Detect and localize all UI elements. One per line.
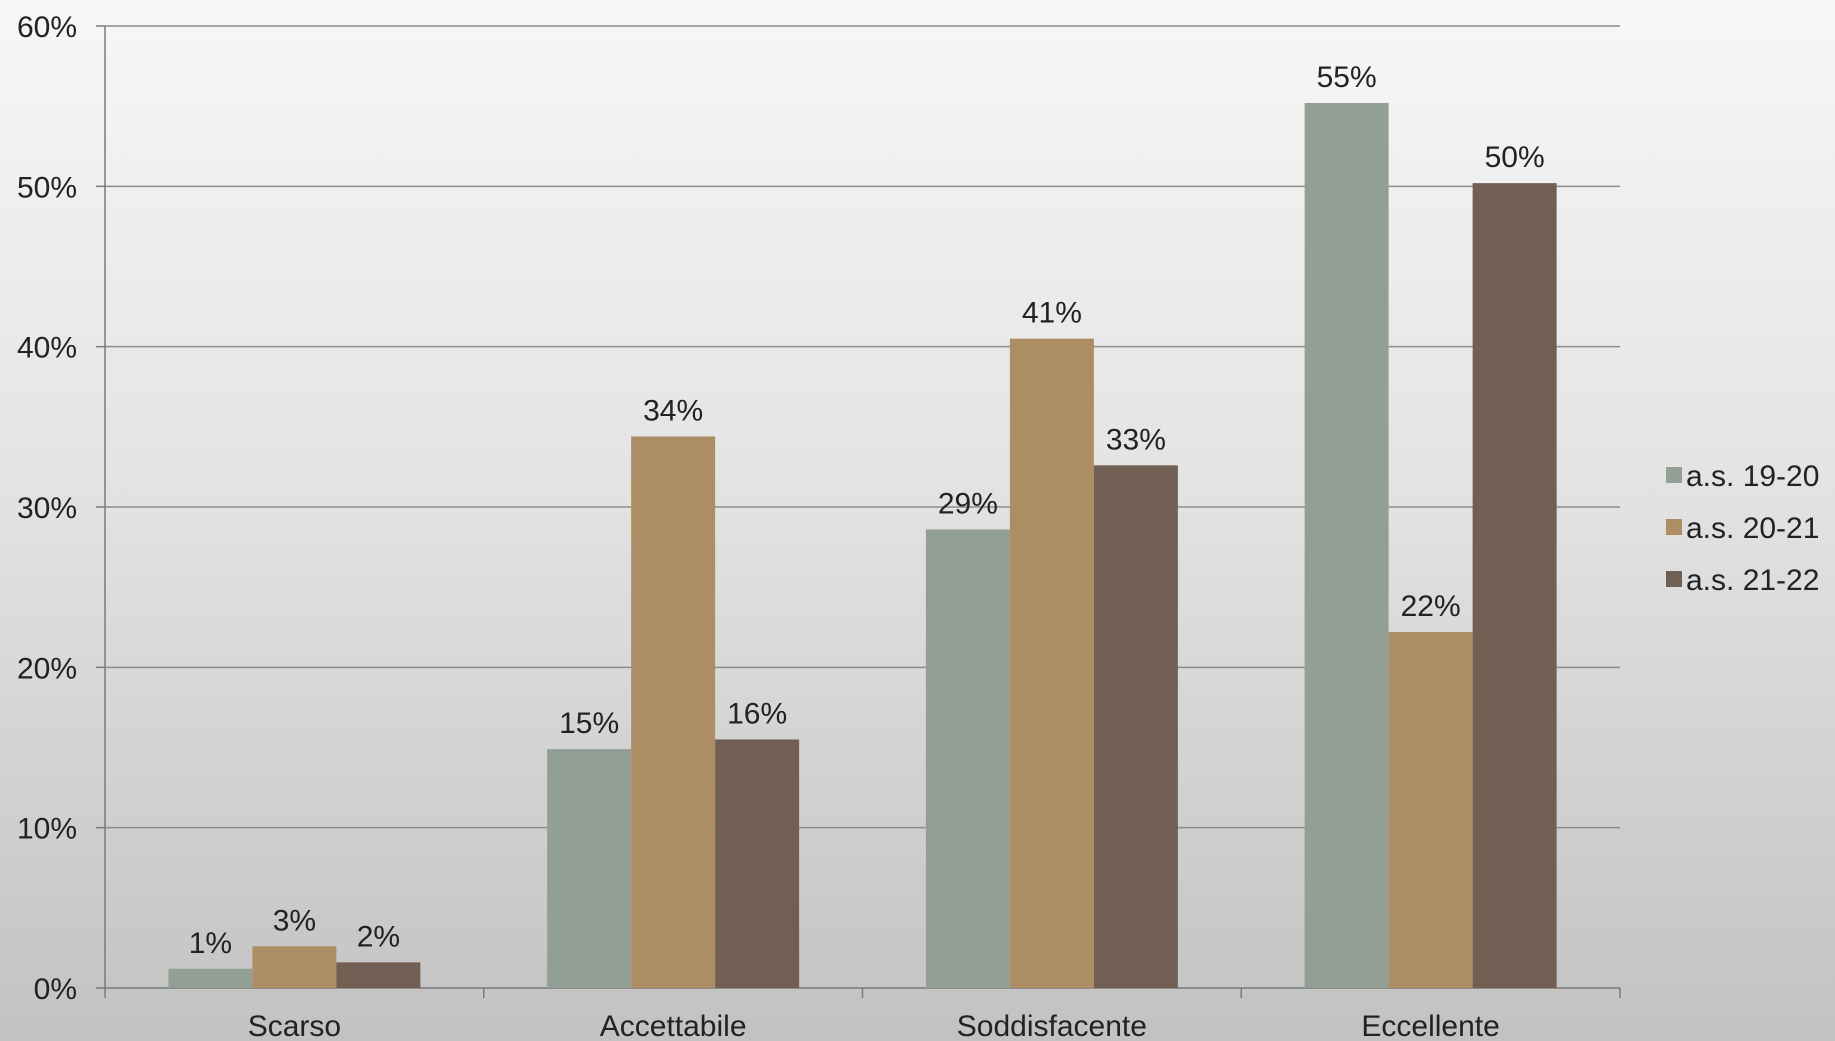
bar: [252, 946, 337, 988]
bar: [925, 529, 1010, 988]
y-tick-label: 30%: [17, 492, 77, 525]
x-category-label: Scarso: [248, 1010, 341, 1041]
legend-label: a.s. 19-20: [1686, 460, 1819, 493]
x-category-label: Eccellente: [1361, 1010, 1499, 1041]
legend-label: a.s. 20-21: [1686, 512, 1819, 545]
bar-value-label: 1%: [189, 927, 232, 960]
bar-value-label: 22%: [1401, 590, 1461, 623]
y-tick-label: 60%: [17, 11, 77, 44]
bar: [1093, 465, 1178, 988]
legend-label: a.s. 21-22: [1686, 564, 1819, 597]
bar-value-label: 3%: [273, 904, 316, 937]
legend-swatch: [1666, 519, 1682, 535]
bar-value-label: 15%: [559, 707, 619, 740]
bar: [1009, 338, 1094, 988]
bar-value-label: 29%: [938, 487, 998, 520]
x-category-label: Accettabile: [600, 1010, 747, 1041]
bar-value-label: 34%: [643, 394, 703, 427]
legend-swatch: [1666, 571, 1682, 587]
legend-swatch: [1666, 467, 1682, 483]
bar: [168, 968, 253, 988]
y-tick-label: 50%: [17, 171, 77, 204]
bar-value-label: 50%: [1485, 141, 1545, 174]
bar-value-label: 2%: [357, 920, 400, 953]
y-tick-label: 0%: [34, 973, 77, 1006]
bars: [168, 102, 1557, 989]
y-tick-label: 20%: [17, 652, 77, 685]
bar: [1388, 632, 1473, 988]
bar: [1472, 183, 1557, 989]
axes: 0% 10% 20% 30% 40% 50% 60% Scarso Accettabile Sod…: [17, 11, 1621, 1041]
bar: [547, 749, 632, 988]
bar-value-label: 16%: [727, 697, 787, 730]
bar: [336, 962, 421, 988]
bar-value-label: 55%: [1317, 61, 1377, 94]
bar-value-label: 33%: [1106, 423, 1166, 456]
bar-value-label: 41%: [1022, 297, 1082, 330]
y-tick-label: 10%: [17, 813, 77, 846]
bar: [1304, 102, 1389, 988]
legend: a.s. 19-20 a.s. 20-21 a.s. 21-22: [1666, 460, 1819, 597]
x-category-label: Soddisfacente: [957, 1010, 1147, 1041]
data-labels: 1% 15% 29% 55% 3% 34% 41% 22% 2% 16% 33% 50%: [189, 61, 1545, 960]
bar: [631, 436, 716, 988]
y-tick-label: 40%: [17, 332, 77, 365]
bar: [715, 739, 800, 988]
